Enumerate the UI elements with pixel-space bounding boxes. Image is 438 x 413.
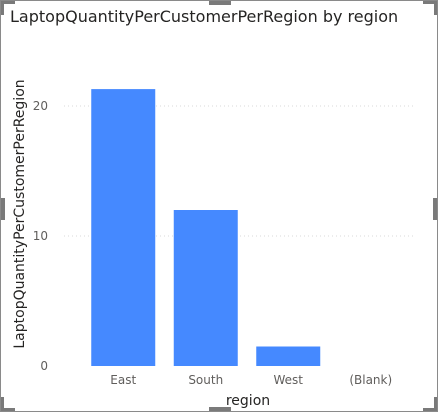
resize-handle-bottom-right-v[interactable] bbox=[434, 397, 437, 411]
bar-west[interactable] bbox=[256, 347, 320, 367]
y-axis-title: LaptopQuantityPerCustomerPerRegion bbox=[12, 79, 28, 348]
bar-south[interactable] bbox=[174, 210, 238, 366]
y-tick-label: 10 bbox=[33, 229, 48, 243]
resize-handle-right[interactable] bbox=[433, 198, 437, 220]
x-axis-ticks: East South West (Blank) bbox=[110, 373, 392, 387]
resize-handle-top[interactable] bbox=[209, 1, 231, 5]
y-tick-label: 20 bbox=[33, 99, 48, 113]
y-axis-ticks: 0 10 20 bbox=[33, 99, 48, 373]
resize-handle-bottom[interactable] bbox=[209, 407, 231, 411]
y-tick-label: 0 bbox=[40, 359, 48, 373]
x-tick-label: South bbox=[188, 373, 223, 387]
resize-handle-bottom-left-v[interactable] bbox=[1, 397, 4, 411]
bar-east[interactable] bbox=[91, 89, 155, 366]
x-tick-label: (Blank) bbox=[349, 373, 392, 387]
x-tick-label: West bbox=[273, 373, 303, 387]
resize-handle-left[interactable] bbox=[1, 198, 5, 220]
resize-handle-top-right-v[interactable] bbox=[434, 1, 437, 15]
bars bbox=[91, 89, 320, 366]
resize-handle-top-left-v[interactable] bbox=[1, 1, 4, 15]
x-axis-title: region bbox=[226, 393, 270, 409]
x-tick-label: East bbox=[110, 373, 136, 387]
